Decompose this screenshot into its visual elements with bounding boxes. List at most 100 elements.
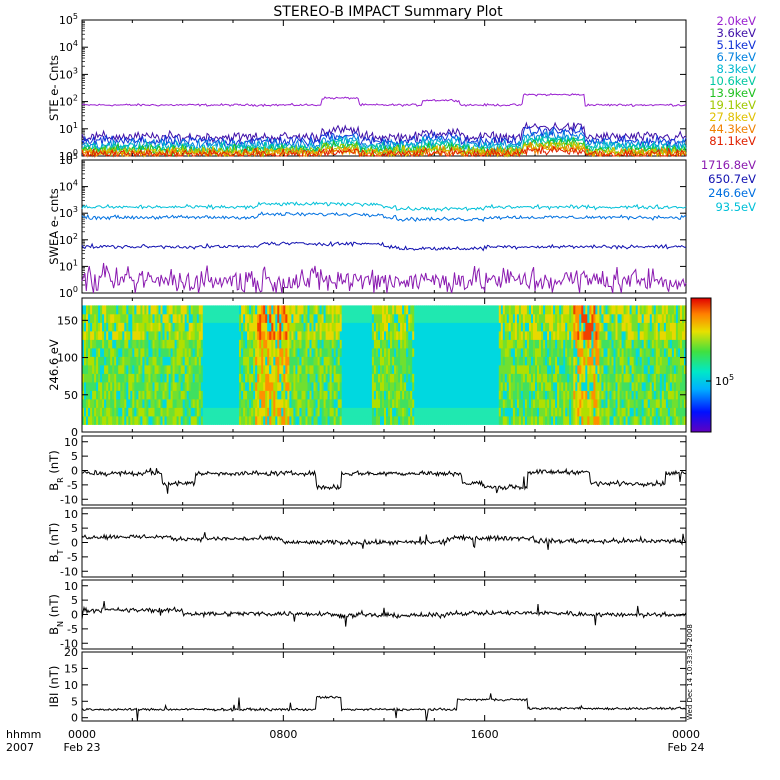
pad-cell (347, 390, 351, 400)
pad-cell (456, 416, 460, 425)
pad-cell (559, 416, 562, 425)
pad-cell (474, 365, 478, 374)
pad-cell (357, 373, 361, 383)
pad-cell (279, 331, 282, 340)
pad-cell (279, 373, 282, 383)
pad-cell (231, 322, 234, 332)
pad-cell (297, 305, 301, 315)
pad-cell (295, 339, 299, 349)
pad-cell (94, 322, 97, 332)
pad-cell (86, 339, 89, 349)
pad-cell (194, 356, 198, 366)
pad-cell (224, 356, 228, 366)
pad-cell (178, 373, 182, 383)
pad-cell (100, 407, 103, 417)
pad-cell (671, 382, 675, 391)
pad-cell (122, 331, 125, 340)
pad-cell (617, 348, 621, 357)
pad-cell (323, 314, 327, 323)
pad-cell (627, 322, 631, 332)
pad-cell (120, 407, 123, 417)
pad-cell (277, 365, 280, 374)
pad-cell (241, 382, 244, 391)
pad-cell (623, 322, 627, 332)
pad-cell (639, 416, 643, 425)
pad-cell (277, 356, 280, 366)
pad-cell (680, 331, 683, 340)
pad-cell (247, 373, 250, 383)
pad-cell (166, 390, 170, 400)
pad-cell (539, 390, 542, 400)
pad-cell (180, 416, 184, 425)
pad-cell (518, 305, 522, 315)
pad-cell (555, 331, 558, 340)
pad-cell (380, 356, 383, 366)
pad-cell (275, 399, 278, 408)
pad-cell (645, 356, 649, 366)
pad-cell (299, 373, 303, 383)
pad-cell (470, 416, 474, 425)
pad-cell (190, 339, 194, 349)
pad-cell (492, 322, 496, 332)
pad-cell (647, 305, 651, 315)
pad-cell (420, 399, 423, 408)
pad-cell (444, 399, 448, 408)
pad-cell (406, 373, 409, 383)
pad-cell (466, 373, 470, 383)
pad-cell (573, 314, 576, 323)
pad-cell (301, 348, 305, 357)
pad-cell (104, 348, 107, 357)
ste-legend-entry: 44.3keV (709, 122, 756, 136)
pad-cell (390, 331, 393, 340)
pad-cell (595, 399, 599, 408)
pad-cell (446, 339, 450, 349)
pad-cell (345, 322, 349, 332)
pad-cell (263, 356, 266, 366)
pad-cell (206, 322, 210, 332)
pad-cell (130, 407, 133, 417)
pad-cell (454, 339, 458, 349)
pad-cell (277, 331, 280, 340)
pad-cell (629, 339, 633, 349)
pad-cell (375, 331, 379, 340)
pad-cell (283, 399, 286, 408)
pad-cell (396, 331, 399, 340)
pad-cell (504, 365, 508, 374)
pad-cell (196, 314, 200, 323)
swea-ylabel: SWEA e- cnts (47, 188, 61, 264)
pad-cell (460, 407, 464, 417)
pad-cell (166, 314, 170, 323)
pad-cell (251, 356, 254, 366)
pad-cell (142, 348, 146, 357)
pad-cell (192, 382, 196, 391)
pad-cell (675, 331, 679, 340)
pad-cell (110, 382, 113, 391)
pad-cell (472, 382, 476, 391)
pad-cell (196, 373, 200, 383)
pad-cell (138, 348, 142, 357)
pad-cell (349, 314, 353, 323)
pad-cell (303, 305, 307, 315)
pad-cell (677, 382, 681, 391)
pad-cell (462, 407, 466, 417)
pad-cell (585, 339, 588, 349)
pad-cell (239, 407, 242, 417)
pad-cell (420, 322, 423, 332)
pad-cell (227, 322, 230, 332)
pad-cell (279, 365, 282, 374)
pad-cell (569, 416, 572, 425)
pad-cell (388, 365, 391, 374)
pad-cell (126, 348, 129, 357)
pad-cell (408, 390, 411, 400)
pad-cell (239, 399, 242, 408)
pad-cell (649, 399, 653, 408)
pad-cell (641, 339, 645, 349)
pad-cell (611, 322, 615, 332)
pad-cell (293, 314, 297, 323)
pad-cell (541, 416, 544, 425)
pad-cell (222, 348, 226, 357)
pad-cell (408, 382, 411, 391)
pad-cell (669, 305, 673, 315)
pad-cell (279, 390, 282, 400)
pad-cell (569, 390, 572, 400)
